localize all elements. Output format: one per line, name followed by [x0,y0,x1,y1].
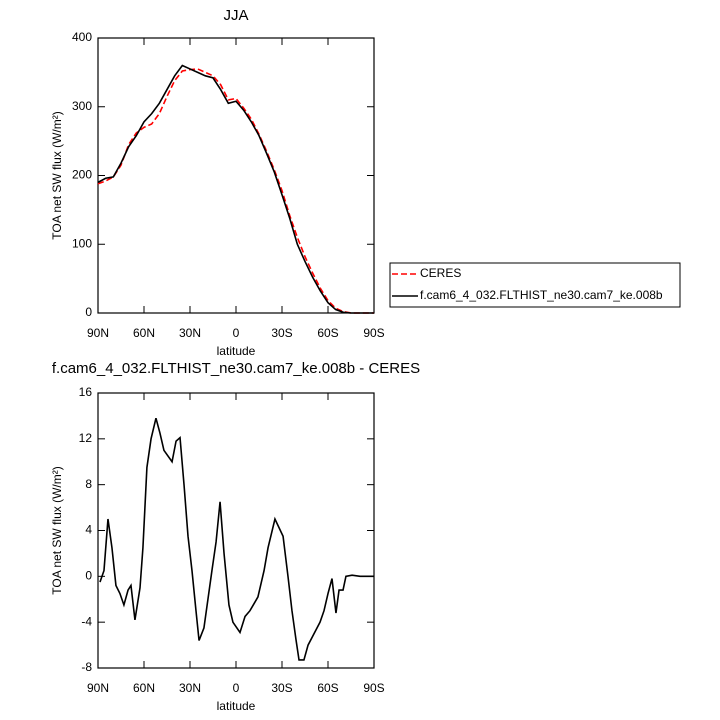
x-tick-label: 90S [363,681,384,695]
y-tick-label: 4 [85,523,92,537]
x-tick-label: 30S [271,326,292,340]
y-tick-label: 400 [72,30,92,44]
x-axis-label: latitude [217,699,256,713]
plot-frame [97,37,375,314]
series-line [97,68,374,314]
y-tick-label: -8 [81,660,92,674]
x-tick-label: 30N [179,681,201,695]
x-tick-label: 60N [133,681,155,695]
x-tick-label: 60S [317,681,338,695]
legend-box [389,262,681,308]
y-tick-label: 12 [79,431,93,445]
series-line [99,418,374,661]
x-axis-label: latitude [217,344,256,358]
y-axis-label: TOA net SW flux (W/m²) [50,111,64,239]
x-tick-label: 90N [87,681,109,695]
x-tick-label: 30N [179,326,201,340]
series-line [97,64,374,314]
x-tick-label: 90N [87,326,109,340]
y-tick-label: 0 [85,569,92,583]
chart-title: f.cam6_4_032.FLTHIST_ne30.cam7_ke.008b -… [52,360,420,377]
y-axis-label: TOA net SW flux (W/m²) [50,466,64,594]
x-tick-label: 90S [363,326,384,340]
y-tick-label: 200 [72,168,92,182]
legend-label: f.cam6_4_032.FLTHIST_ne30.cam7_ke.008b [420,288,663,302]
y-tick-label: 16 [79,385,93,399]
x-tick-label: 60N [133,326,155,340]
x-tick-label: 0 [233,326,240,340]
x-tick-label: 30S [271,681,292,695]
y-tick-label: 300 [72,99,92,113]
y-tick-label: 8 [85,477,92,491]
x-tick-label: 0 [233,681,240,695]
x-tick-label: 60S [317,326,338,340]
chart-title: JJA [223,7,248,24]
legend-label: CERES [420,266,461,280]
y-tick-label: 100 [72,236,92,250]
y-tick-label: -4 [81,614,92,628]
y-tick-label: 0 [85,305,92,319]
